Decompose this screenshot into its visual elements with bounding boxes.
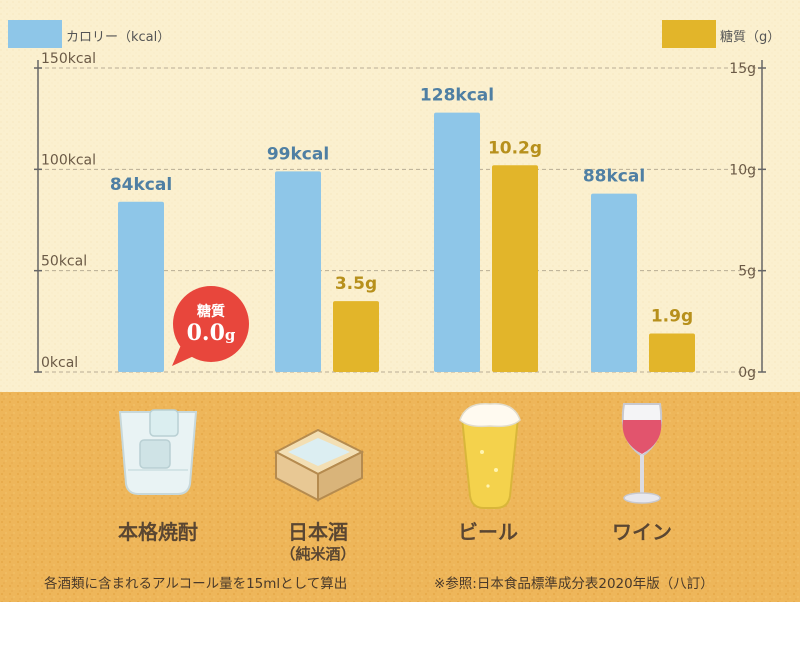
drink-name-sake: 日本酒 (288, 520, 348, 544)
bar-calories (591, 193, 637, 372)
y-left-tick-label: 50kcal (41, 254, 87, 270)
y-right-tick-label: 0g (738, 365, 756, 381)
legend-sugar-label: 糖質（g） (720, 30, 781, 45)
y-left-tick-label: 100kcal (41, 152, 96, 168)
legend-calories-swatch (8, 20, 62, 48)
sake-masu-icon (273, 428, 365, 502)
y-left-tick-label: 150kcal (41, 51, 96, 67)
drink-name-shochu: 本格焼酎 (118, 520, 198, 544)
drink-name-beer: ビール (458, 520, 518, 544)
footnote-reference: ※参照:日本食品標準成分表2020年版（八訂） (434, 576, 714, 592)
wine-glass-icon (621, 403, 663, 504)
badge-value: 0.0g (187, 320, 236, 346)
badge-title: 糖質 (197, 303, 225, 320)
drink-name-wine: ワイン (612, 520, 672, 544)
drink-sub-sake: （純米酒） (280, 545, 356, 563)
beer-glass-icon (459, 403, 521, 509)
y-right-tick-label: 10g (729, 162, 756, 178)
data-label-calories: 84kcal (110, 175, 172, 195)
y-right-tick-label: 5g (738, 264, 756, 280)
sugar-zero-badge: 糖質 0.0g (172, 286, 249, 366)
data-label-sugar: 3.5g (335, 274, 377, 294)
bar-sugar (333, 301, 379, 372)
data-label-calories: 128kcal (420, 86, 494, 106)
data-label-calories: 99kcal (267, 144, 329, 164)
y-right-tick-label: 15g (729, 61, 756, 77)
bar-calories (118, 201, 164, 372)
footnote-calculation: 各酒類に含まれるアルコール量を15mlとして算出 (44, 576, 348, 592)
bar-calories (434, 112, 480, 372)
data-label-calories: 88kcal (583, 167, 645, 187)
badge-value-unit: g (225, 326, 236, 344)
bar-sugar (492, 165, 538, 372)
data-label-sugar: 1.9g (651, 306, 693, 326)
legend-sugar-swatch (662, 20, 716, 48)
badge-value-number: 0.0 (187, 320, 225, 346)
shochu-glass-icon (118, 409, 198, 495)
data-label-sugar: 10.2g (488, 138, 542, 158)
y-left-tick-label: 0kcal (41, 355, 78, 371)
bar-calories (275, 171, 321, 372)
legend-calories-label: カロリー（kcal） (66, 30, 171, 45)
bar-sugar (649, 333, 695, 372)
